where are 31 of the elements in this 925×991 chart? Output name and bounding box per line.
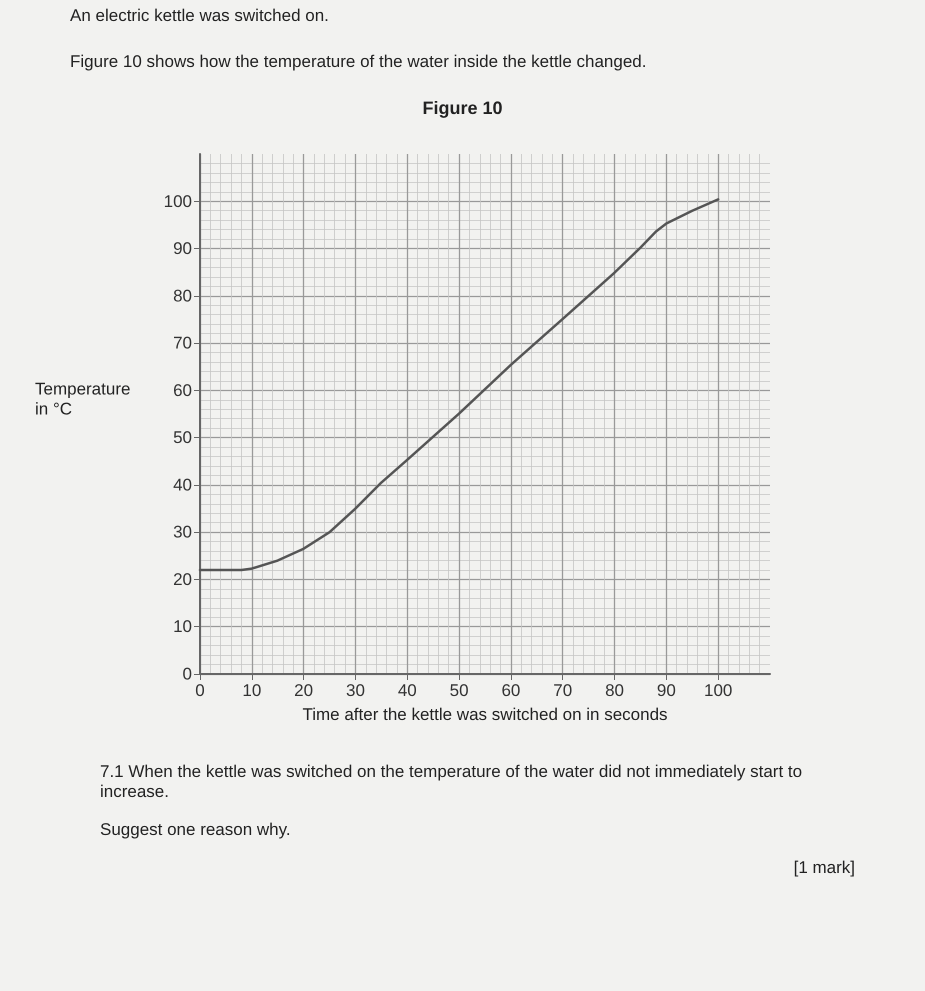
y-tick-label: 90 [173, 239, 192, 258]
y-tick-label: 60 [173, 380, 192, 400]
x-tick-label: 100 [704, 681, 732, 700]
caption: Figure 10 shows how the temperature of the water inside the kettle changed. [70, 51, 648, 72]
x-tick-label: 40 [398, 681, 417, 700]
x-tick-label: 60 [501, 681, 520, 700]
line-series [198, 198, 720, 572]
x-tick-label: 70 [553, 681, 572, 700]
text: Suggest one reason why. [100, 819, 292, 840]
y-tick-label: 20 [173, 570, 192, 589]
text: An electric kettle was switched on. [70, 5, 330, 26]
y-tick-label: 80 [173, 286, 192, 306]
x-axis-title: Time after the kettle was switched on in seconds [302, 705, 668, 724]
y-tick-label: 50 [173, 428, 192, 448]
y-tick-label: 40 [173, 475, 192, 494]
y-tick-label: 10 [173, 617, 192, 636]
y-tick-label: 30 [173, 522, 192, 542]
y-tick-label: 70 [173, 334, 192, 353]
x-tick-label: 0 [195, 681, 205, 700]
y-axis-title: Temperature in °C [35, 380, 130, 418]
x-tick-label: 90 [656, 681, 676, 700]
y-tick-label: 100 [164, 192, 192, 211]
x-tick-label: 50 [450, 681, 469, 700]
y-tick-label: 0 [182, 664, 192, 684]
x-tick-label: 30 [346, 681, 365, 700]
x-tick-label: 20 [294, 681, 314, 700]
x-tick-label: 10 [242, 681, 262, 700]
x-tick-label: 80 [605, 681, 624, 700]
text: [1 mark] [792, 857, 855, 878]
chart-title: Figure 10 [422, 98, 503, 118]
text: 7.1 When the kettle was switched on the temperature of the water did not immediately start to increase. [100, 761, 804, 802]
